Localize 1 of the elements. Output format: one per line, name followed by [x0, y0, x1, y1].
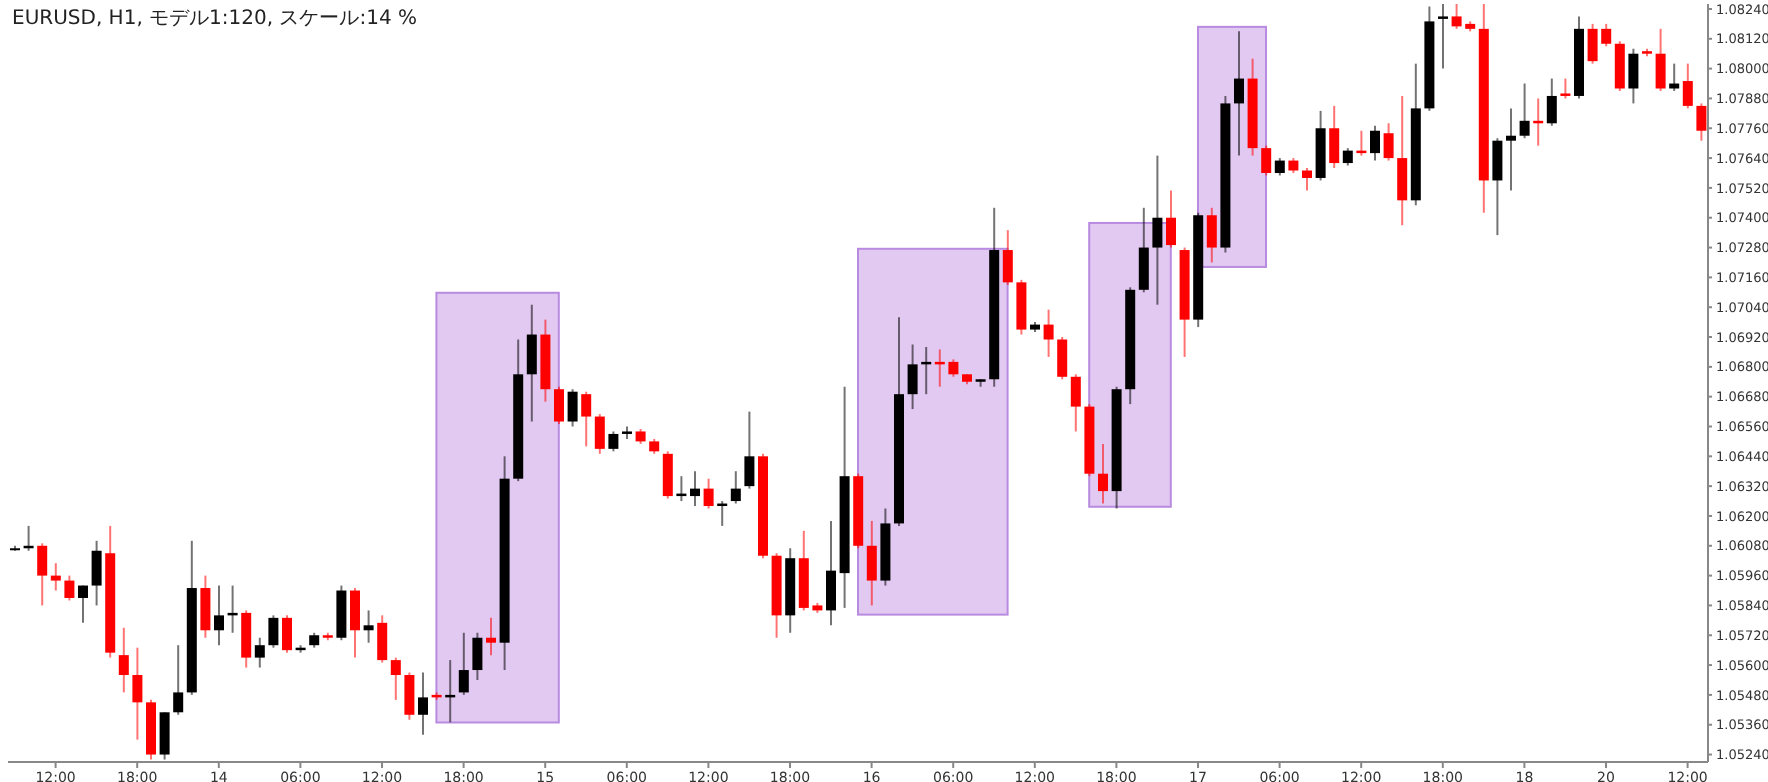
chart-title: EURUSD, H1, モデル1:120, スケール:14 % — [12, 6, 417, 32]
